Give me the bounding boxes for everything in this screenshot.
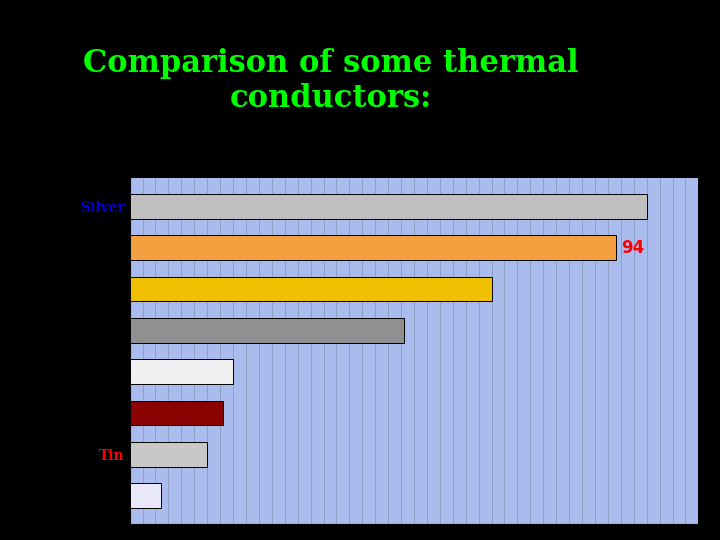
Text: Comparison of some thermal
conductors:: Comparison of some thermal conductors: [84,48,579,114]
Bar [130,359,233,384]
Bar [130,235,616,260]
Bar [130,401,222,426]
Bar [130,276,492,301]
Bar [130,442,207,467]
Bar [130,194,647,219]
Bar [130,318,404,343]
Bar [130,483,161,508]
Text: 94: 94 [621,239,644,256]
